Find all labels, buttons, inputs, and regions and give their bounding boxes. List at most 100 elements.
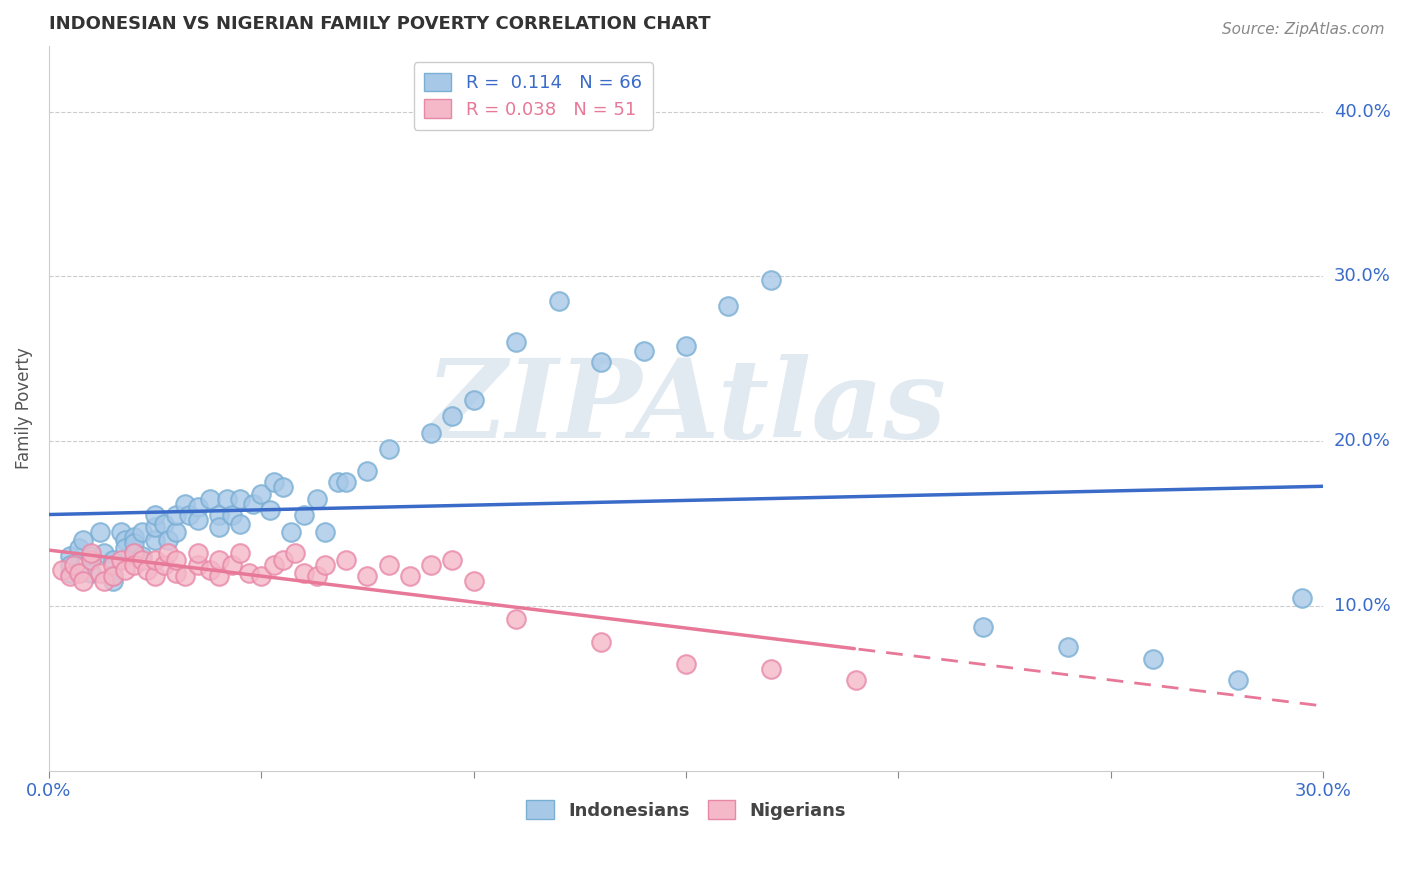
Point xyxy=(377,442,399,457)
Point xyxy=(80,549,103,564)
Point xyxy=(335,475,357,490)
Point xyxy=(165,553,187,567)
Point xyxy=(292,566,315,580)
Point xyxy=(101,558,124,572)
Point xyxy=(420,558,443,572)
Point xyxy=(114,563,136,577)
Point xyxy=(972,620,994,634)
Point xyxy=(122,546,145,560)
Point xyxy=(143,533,166,547)
Point xyxy=(187,513,209,527)
Point xyxy=(200,491,222,506)
Point xyxy=(229,516,252,531)
Point xyxy=(377,558,399,572)
Point xyxy=(59,558,82,572)
Point xyxy=(463,574,485,589)
Y-axis label: Family Poverty: Family Poverty xyxy=(15,347,32,469)
Point xyxy=(263,475,285,490)
Point xyxy=(67,566,90,580)
Text: 40.0%: 40.0% xyxy=(1334,103,1391,120)
Text: ZIPAtlas: ZIPAtlas xyxy=(426,354,946,462)
Point xyxy=(93,574,115,589)
Point xyxy=(208,553,231,567)
Point xyxy=(1227,673,1250,687)
Point xyxy=(271,553,294,567)
Point xyxy=(89,524,111,539)
Point xyxy=(229,491,252,506)
Point xyxy=(67,541,90,556)
Point xyxy=(305,569,328,583)
Point xyxy=(122,558,145,572)
Point xyxy=(143,508,166,523)
Point xyxy=(356,464,378,478)
Point xyxy=(80,553,103,567)
Point xyxy=(187,500,209,514)
Point xyxy=(441,409,464,424)
Point xyxy=(221,558,243,572)
Point xyxy=(280,524,302,539)
Point xyxy=(101,574,124,589)
Point xyxy=(89,566,111,580)
Point xyxy=(221,508,243,523)
Point xyxy=(143,569,166,583)
Point xyxy=(250,487,273,501)
Point xyxy=(143,553,166,567)
Point xyxy=(208,569,231,583)
Point xyxy=(263,558,285,572)
Point xyxy=(259,503,281,517)
Point xyxy=(156,546,179,560)
Point xyxy=(759,273,782,287)
Point xyxy=(165,566,187,580)
Point xyxy=(187,546,209,560)
Point xyxy=(143,520,166,534)
Text: 20.0%: 20.0% xyxy=(1334,432,1391,450)
Point xyxy=(173,569,195,583)
Point xyxy=(208,508,231,523)
Point xyxy=(305,491,328,506)
Point xyxy=(242,497,264,511)
Point xyxy=(179,508,201,523)
Point xyxy=(80,566,103,580)
Point xyxy=(335,553,357,567)
Point xyxy=(229,546,252,560)
Point xyxy=(131,524,153,539)
Legend: Indonesians, Nigerians: Indonesians, Nigerians xyxy=(519,793,853,827)
Point xyxy=(200,563,222,577)
Point xyxy=(59,549,82,564)
Point xyxy=(131,549,153,564)
Point xyxy=(441,553,464,567)
Point xyxy=(110,524,132,539)
Point xyxy=(759,661,782,675)
Point xyxy=(1291,591,1313,605)
Point xyxy=(152,558,174,572)
Point xyxy=(547,294,569,309)
Point xyxy=(314,558,336,572)
Point xyxy=(717,299,740,313)
Point xyxy=(165,508,187,523)
Point xyxy=(122,530,145,544)
Point xyxy=(101,569,124,583)
Point xyxy=(326,475,349,490)
Point xyxy=(173,497,195,511)
Point xyxy=(135,563,157,577)
Point xyxy=(93,546,115,560)
Point xyxy=(505,612,527,626)
Point xyxy=(114,533,136,547)
Text: Source: ZipAtlas.com: Source: ZipAtlas.com xyxy=(1222,22,1385,37)
Point xyxy=(845,673,868,687)
Point xyxy=(271,480,294,494)
Point xyxy=(152,516,174,531)
Text: 10.0%: 10.0% xyxy=(1334,597,1391,615)
Text: INDONESIAN VS NIGERIAN FAMILY POVERTY CORRELATION CHART: INDONESIAN VS NIGERIAN FAMILY POVERTY CO… xyxy=(49,15,710,33)
Point xyxy=(238,566,260,580)
Point xyxy=(284,546,307,560)
Point xyxy=(314,524,336,539)
Point xyxy=(59,566,82,580)
Point xyxy=(51,563,73,577)
Point xyxy=(80,546,103,560)
Text: 30.0%: 30.0% xyxy=(1334,268,1391,285)
Point xyxy=(122,536,145,550)
Point xyxy=(187,558,209,572)
Point xyxy=(356,569,378,583)
Point xyxy=(59,569,82,583)
